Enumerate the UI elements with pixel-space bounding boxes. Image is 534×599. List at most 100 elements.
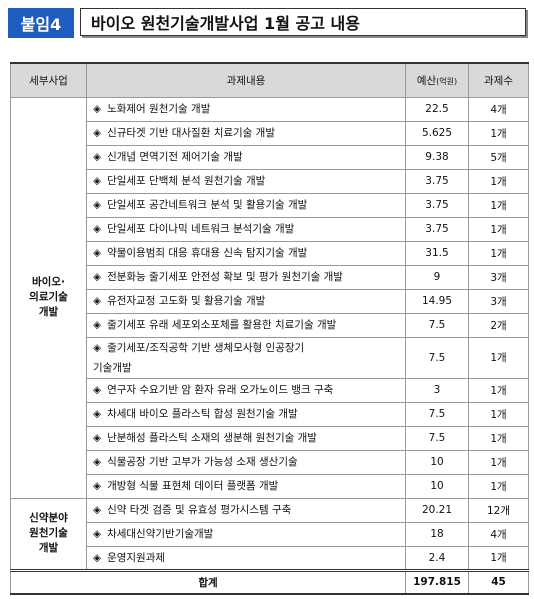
task-cell: ◈ 노화제어 원천기술 개발	[86, 96, 406, 122]
header-unit: (억원)	[436, 76, 458, 86]
task-text: 단일세포 단백체 분석 원천기술 개발	[107, 175, 266, 187]
count-cell: 3개	[468, 288, 529, 314]
task-text: 단일세포 다이나믹 네트워크 분석기술 개발	[107, 223, 295, 235]
count-cell: 12개	[468, 497, 529, 523]
task-text: 연구자 수요기반 암 환자 유래 오가노이드 뱅크 구축	[107, 384, 334, 396]
table-row: ◈ 줄기세포 유래 세포외소포체를 활용한 치료기술 개발 7.5 2개	[11, 312, 529, 338]
task-text: 신약 타겟 검증 및 유효성 평가시스템 구축	[107, 504, 292, 516]
bullet: ◈	[93, 103, 102, 115]
count-cell: 1개	[468, 545, 529, 571]
table-row: ◈ 개방형 식물 표현체 데이터 플랫폼 개발 10 1개	[11, 473, 529, 499]
budget-cell: 14.95	[405, 288, 469, 314]
table-row: ◈ 단일세포 단백체 분석 원천기술 개발 3.75 1개	[11, 168, 529, 194]
task-cell: ◈ 단일세포 다이나믹 네트워크 분석기술 개발	[86, 216, 406, 242]
total-budget: 197.815	[405, 568, 469, 595]
group-label: 의료기술	[29, 291, 68, 303]
task-text: 난분해성 플라스틱 소재의 생분해 원천기술 개발	[107, 432, 317, 444]
table-row: ◈ 단일세포 다이나믹 네트워크 분석기술 개발 3.75 1개	[11, 216, 529, 242]
table-row: ◈ 줄기세포/조직공학 기반 생체모사형 인공장기 기술개발 7.5 1개	[11, 336, 529, 379]
header-cell: 예산(억원)	[405, 62, 469, 98]
budget-cell: 9.38	[405, 144, 469, 170]
task-cell: ◈ 전분화능 줄기세포 안전성 확보 및 평가 원천기술 개발	[86, 264, 406, 290]
task-text: 단일세포 공간네트워크 분석 및 활용기술 개발	[107, 199, 308, 211]
bullet: ◈	[93, 199, 102, 211]
table: 세부사업 과제내용 예산(억원) 과제수 바이오· 의료기술 개발 ◈ 노화제어 원천기…	[10, 62, 529, 595]
count-cell: 1개	[468, 473, 529, 499]
task-cell: ◈ 식물공장 기반 고부가 가능성 소재 생산기술	[86, 449, 406, 475]
budget-cell: 18	[405, 521, 469, 547]
count-cell: 4개	[468, 521, 529, 547]
budget-cell: 7.5	[405, 312, 469, 338]
task-text: 신개념 면역기전 제어기술 개발	[107, 151, 243, 163]
budget-cell: 7.5	[405, 336, 469, 379]
bullet: ◈	[93, 223, 102, 235]
task-text: 줄기세포/조직공학 기반 생체모사형 인공장기	[107, 341, 305, 354]
count-cell: 1개	[468, 216, 529, 242]
task-text: 개방형 식물 표현체 데이터 플랫폼 개발	[107, 480, 279, 492]
budget-cell: 10	[405, 449, 469, 475]
count-cell: 5개	[468, 144, 529, 170]
count-cell: 1개	[468, 240, 529, 266]
task-text: 노화제어 원천기술 개발	[107, 103, 211, 115]
table-row: ◈ 차세대 바이오 플라스틱 합성 원천기술 개발 7.5 1개	[11, 401, 529, 427]
table-row: ◈ 약물이용범죄 대응 휴대용 신속 탐지기술 개발 31.5 1개	[11, 240, 529, 266]
table-row: 바이오· 의료기술 개발 ◈ 노화제어 원천기술 개발 22.5 4개	[10, 96, 529, 499]
budget-cell: 9	[405, 264, 469, 290]
bullet: ◈	[93, 341, 102, 354]
task-text: 줄기세포 유래 세포외소포체를 활용한 치료기술 개발	[107, 319, 337, 331]
count-cell: 1개	[468, 336, 529, 379]
header-cell: 과제수	[468, 62, 529, 98]
bullet: ◈	[93, 175, 102, 187]
task-cell: ◈ 단일세포 단백체 분석 원천기술 개발	[86, 168, 406, 194]
bullet: ◈	[93, 151, 102, 163]
budget-cell: 7.5	[405, 401, 469, 427]
table-row: ◈ 유전자교정 고도화 및 활용기술 개발 14.95 3개	[11, 288, 529, 314]
table-row: ◈ 전분화능 줄기세포 안전성 확보 및 평가 원천기술 개발 9 3개	[11, 264, 529, 290]
count-cell: 1개	[468, 401, 529, 427]
count-cell: 1개	[468, 377, 529, 403]
task-cell: ◈ 줄기세포/조직공학 기반 생체모사형 인공장기 기술개발	[86, 336, 406, 379]
group-label: 원천기술	[29, 527, 68, 539]
group-label: 개발	[38, 542, 59, 554]
group-label: 신약분야	[29, 512, 68, 524]
count-cell: 1개	[468, 168, 529, 194]
task-cell: ◈ 차세대 바이오 플라스틱 합성 원천기술 개발	[86, 401, 406, 427]
bullet: ◈	[93, 408, 102, 420]
budget-cell: 3.75	[405, 192, 469, 218]
table-row: ◈ 신규타겟 기반 대사질환 치료기술 개발 5.625 1개	[11, 120, 529, 146]
header-text: 예산	[416, 74, 437, 87]
task-text: 유전자교정 고도화 및 활용기술 개발	[107, 295, 266, 307]
header-cell: 세부사업	[10, 62, 87, 98]
count-cell: 1개	[468, 449, 529, 475]
task-cell: ◈ 차세대신약기반기술개발	[86, 521, 406, 547]
task-text: 신규타겟 기반 대사질환 치료기술 개발	[107, 127, 275, 139]
table-row: ◈ 난분해성 플라스틱 소재의 생분해 원천기술 개발 7.5 1개	[11, 425, 529, 451]
bullet: ◈	[93, 127, 102, 139]
badge: 붙임4	[8, 8, 74, 38]
total-count: 45	[468, 568, 529, 595]
task-text: 전분화능 줄기세포 안전성 확보 및 평가 원천기술 개발	[107, 271, 343, 283]
table-row: ◈ 식물공장 기반 고부가 가능성 소재 생산기술 10 1개	[11, 449, 529, 475]
task-cell: ◈ 난분해성 플라스틱 소재의 생분해 원천기술 개발	[86, 425, 406, 451]
task-cell: ◈ 유전자교정 고도화 및 활용기술 개발	[86, 288, 406, 314]
task-text: 운영지원과제	[107, 551, 166, 564]
budget-cell: 20.21	[405, 497, 469, 523]
bullet: ◈	[93, 319, 102, 331]
budget-cell: 5.625	[405, 120, 469, 146]
budget-cell: 31.5	[405, 240, 469, 266]
group-label: 바이오·	[32, 276, 65, 288]
group-label: 개발	[38, 306, 59, 318]
task-cell: ◈ 개방형 식물 표현체 데이터 플랫폼 개발	[86, 473, 406, 499]
budget-cell: 3.75	[405, 168, 469, 194]
task-cell: ◈ 약물이용범죄 대응 휴대용 신속 탐지기술 개발	[86, 240, 406, 266]
task-text: 차세대 바이오 플라스틱 합성 원천기술 개발	[107, 408, 298, 420]
bullet: ◈	[93, 384, 102, 396]
count-cell: 1개	[468, 425, 529, 451]
bullet: ◈	[93, 271, 102, 283]
count-cell: 1개	[468, 120, 529, 146]
table-row: ◈ 차세대신약기반기술개발 18 4개	[11, 521, 529, 547]
bullet: ◈	[93, 528, 102, 540]
bullet: ◈	[93, 551, 102, 564]
